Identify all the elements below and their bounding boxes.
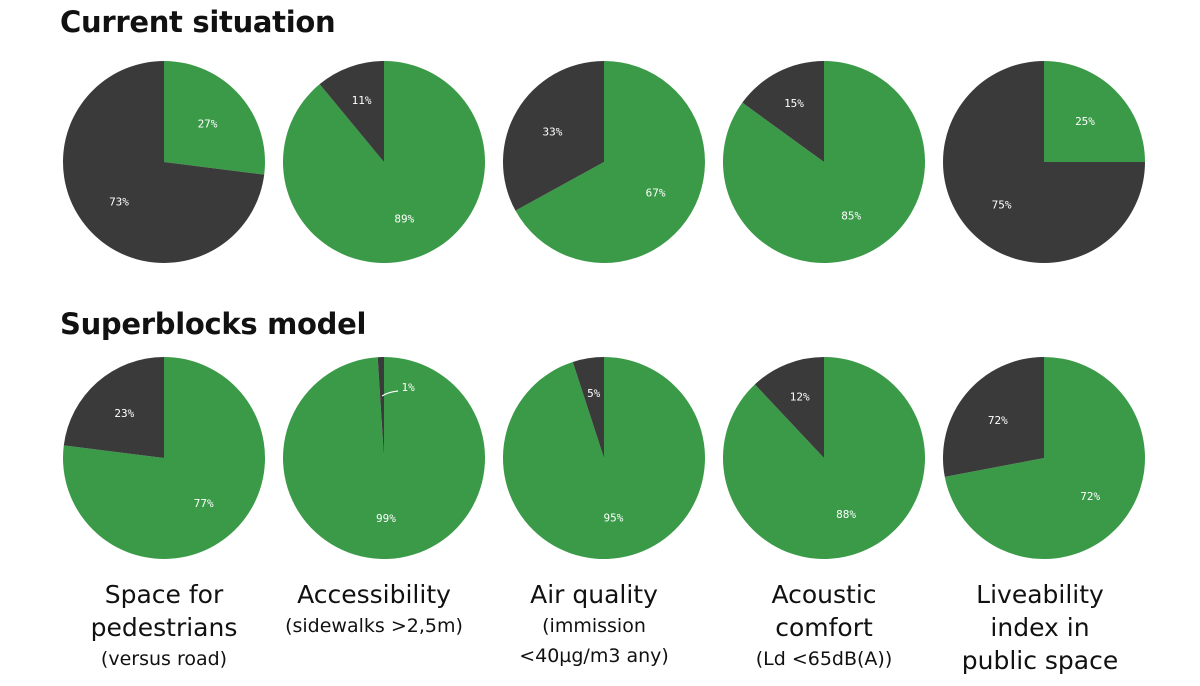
superblocks-air-quality-dark-label: 5% (587, 387, 601, 400)
superblocks-accessibility-dark-label: 1% (401, 381, 415, 394)
current-liveability-index-in-public-space-green-label: 25% (1075, 115, 1095, 128)
category-label-acoustic-comfort: Acoustic comfort (Ld <65dB(A)) (714, 578, 934, 674)
category-main-line: index in (990, 613, 1090, 642)
current-acoustic-comfort-dark-slice (742, 61, 824, 162)
superblocks-space-for-pedestrians-dark-label: 23% (114, 407, 134, 420)
category-labels: Space for pedestrians (versus road) Accessi… (0, 578, 1200, 686)
superblocks-accessibility-leader-line (381, 390, 399, 397)
current-accessibility-green-label: 89% (394, 213, 414, 226)
superblocks-acoustic-comfort-dark-slice (754, 357, 824, 458)
superblocks-liveability-index-in-public-space-green-label: 72% (1080, 490, 1100, 503)
current-acoustic-comfort-green-slice (722, 61, 925, 264)
category-label-space-for-pedestrians: Space for pedestrians (versus road) (54, 578, 274, 674)
current-accessibility-dark-label: 11% (352, 94, 372, 107)
current-acoustic-comfort-green-label: 85% (841, 210, 861, 223)
current-liveability-index-in-public-space-dark-slice (943, 61, 1145, 263)
category-sub-line: (versus road) (100, 648, 228, 670)
superblocks-accessibility-dark-slice (377, 357, 384, 458)
superblocks-air-quality-green-slice (502, 357, 705, 559)
superblocks-accessibility-green-label: 99% (376, 512, 396, 525)
superblocks-acoustic-comfort-pie: 88% 12% (722, 357, 925, 559)
superblocks-space-for-pedestrians-green-label: 77% (194, 497, 214, 510)
category-main-line: comfort (775, 613, 873, 642)
current-acoustic-comfort-pie: 85% 15% (722, 61, 925, 264)
superblocks-air-quality-dark-slice (572, 357, 604, 458)
superblocks-liveability-index-in-public-space-dark-slice (943, 357, 1044, 477)
category-main-line: public space (961, 646, 1119, 675)
category-sub-line: <40µg/m3 any) (519, 645, 669, 667)
category-main-line: Acoustic (771, 580, 877, 609)
category-sub-line: (Ld <65dB(A)) (755, 648, 893, 670)
category-label-liveability-index-in-public-space: Liveability index in public space (930, 578, 1150, 677)
superblocks-liveability-index-in-public-space-dark-label: 72% (988, 414, 1008, 427)
current-accessibility-green-slice (283, 61, 486, 263)
category-main-line: Accessibility (297, 580, 451, 609)
category-label-accessibility: Accessibility (sidewalks >2,5m) (264, 578, 484, 641)
superblocks-liveability-index-in-public-space-pie: 72% 72% (943, 357, 1146, 559)
superblocks-accessibility-green-slice (283, 357, 486, 559)
category-main-line: pedestrians (90, 613, 238, 642)
category-main-line: Space for (104, 580, 224, 609)
category-sub-line: (immission (542, 615, 646, 637)
current-acoustic-comfort-dark-label: 15% (784, 97, 804, 110)
current-liveability-index-in-public-space-pie: 25% 75% (943, 61, 1145, 263)
superblocks-air-quality-pie: 95% 5% (502, 357, 705, 559)
current-liveability-index-in-public-space-dark-label: 75% (992, 198, 1012, 211)
superblocks-acoustic-comfort-green-slice (722, 357, 925, 559)
current-air-quality-pie: 67% 33% (502, 61, 705, 263)
category-main-line: Liveability (976, 580, 1104, 609)
superblocks-space-for-pedestrians-green-slice (63, 357, 266, 559)
superblocks-acoustic-comfort-green-label: 88% (836, 508, 856, 521)
superblocks-accessibility-pie: 99% 1% (283, 357, 486, 559)
section-title-current: Current situation (60, 5, 336, 39)
current-liveability-index-in-public-space-green-slice (1044, 61, 1145, 162)
superblocks-space-for-pedestrians-pie: 77% 23% (63, 357, 266, 559)
category-main-line: Air quality (530, 580, 658, 609)
current-air-quality-dark-slice (502, 61, 604, 211)
superblocks-air-quality-green-label: 95% (603, 511, 623, 524)
superblocks-acoustic-comfort-dark-label: 12% (790, 391, 810, 404)
current-accessibility-dark-slice (319, 61, 384, 162)
superblocks-liveability-index-in-public-space-green-slice (944, 357, 1146, 559)
category-label-air-quality: Air quality (immission <40µg/m3 any) (484, 578, 704, 671)
superblocks-space-for-pedestrians-dark-slice (63, 357, 164, 458)
current-space-for-pedestrians-dark-slice (62, 60, 265, 263)
current-space-for-pedestrians-pie: 27% 73% (62, 60, 265, 263)
category-sub-line: (sidewalks >2,5m) (285, 615, 463, 637)
current-space-for-pedestrians-dark-label: 73% (109, 196, 129, 209)
current-air-quality-dark-label: 33% (542, 126, 562, 139)
current-air-quality-green-label: 67% (646, 187, 666, 200)
section-title-superblocks: Superblocks model (60, 307, 367, 341)
current-air-quality-green-slice (515, 61, 705, 263)
current-accessibility-pie: 89% 11% (283, 61, 486, 263)
pie-charts-area: 27% 73% 89% 11% 67% 33% 85% 15% 25% 75% 77% 23% 99% 1… (62, 60, 1146, 559)
current-space-for-pedestrians-green-label: 27% (198, 118, 218, 131)
current-space-for-pedestrians-green-slice (164, 61, 265, 175)
